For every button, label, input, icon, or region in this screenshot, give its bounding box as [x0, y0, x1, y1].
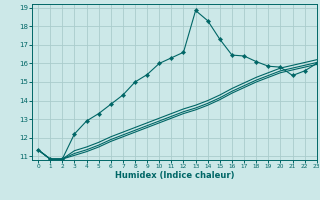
X-axis label: Humidex (Indice chaleur): Humidex (Indice chaleur)	[115, 171, 234, 180]
